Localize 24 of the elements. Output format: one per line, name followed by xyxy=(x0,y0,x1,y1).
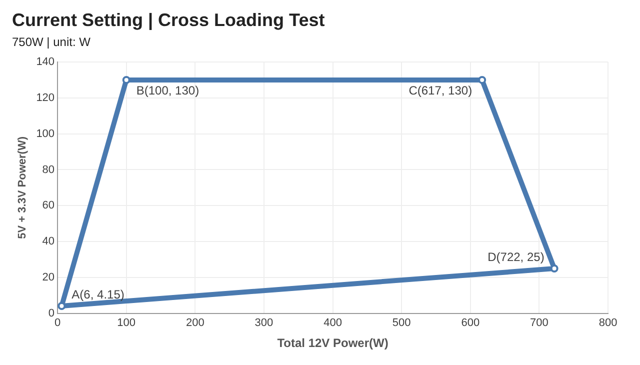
y-axis-title: 5V + 3.3V Power(W) xyxy=(16,136,29,239)
x-tick-label: 100 xyxy=(117,317,136,330)
x-tick-label: 600 xyxy=(461,317,480,330)
annotation: B(100, 130) xyxy=(136,83,200,98)
x-axis-title: Total 12V Power(W) xyxy=(277,336,388,350)
y-tick-label: 140 xyxy=(36,56,55,68)
x-tick-label: 400 xyxy=(324,317,342,330)
annotation: C(617, 130) xyxy=(408,83,472,98)
y-tick-label: 100 xyxy=(36,128,55,140)
chart-title: Current Setting | Cross Loading Test xyxy=(12,10,325,30)
chart-subtitle: 750W | unit: W xyxy=(12,35,92,50)
y-tick-label: 80 xyxy=(42,164,55,176)
y-tick-label: 120 xyxy=(36,92,55,104)
x-tick-label: 300 xyxy=(254,317,274,330)
x-tick-label: 500 xyxy=(392,317,411,330)
y-tick-label: 20 xyxy=(42,272,55,284)
x-tick-label: 700 xyxy=(530,317,548,330)
annotation: D(722, 25) xyxy=(488,250,544,264)
x-tick-label: 800 xyxy=(598,317,618,330)
x-tick-label: 200 xyxy=(186,317,204,330)
y-tick-label: 40 xyxy=(42,236,55,248)
annotation: A(6, 4.15) xyxy=(72,287,124,302)
y-tick-label: 60 xyxy=(42,200,55,212)
y-tick-label: 0 xyxy=(48,307,55,320)
